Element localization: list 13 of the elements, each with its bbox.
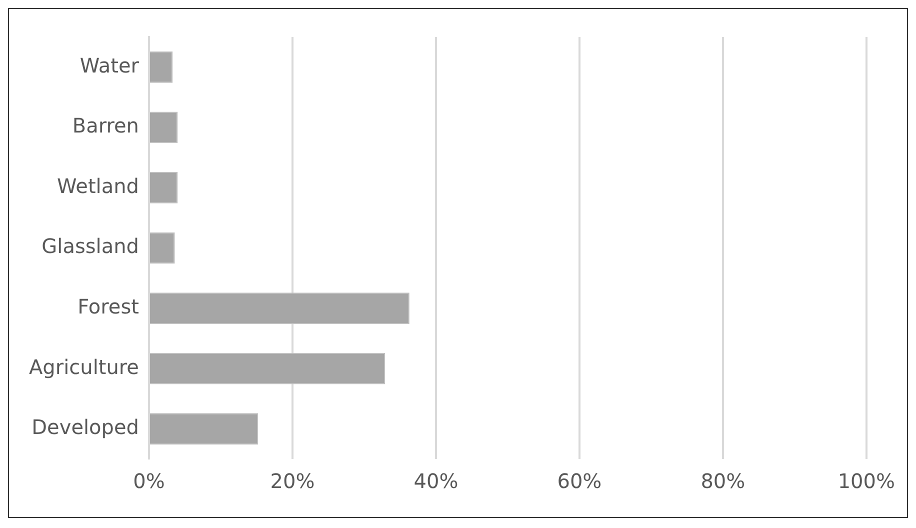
y-tick-label: Water [80,53,140,78]
y-tick-label: Forest [78,294,140,318]
y-tick-label: Wetland [57,174,139,198]
x-tick-label: 60% [557,469,602,494]
y-tick-label: Developed [32,415,139,440]
x-tick-label: 80% [700,469,746,494]
y-tick-label: Glassland [42,234,139,258]
x-tick-label: 100% [838,469,896,494]
y-tick-label: Barren [72,114,139,138]
y-tick-label: Agriculture [28,354,139,379]
x-tick-label: 40% [414,469,458,494]
x-tick-label: 20% [270,469,315,494]
x-tick-label: 0% [133,469,165,494]
